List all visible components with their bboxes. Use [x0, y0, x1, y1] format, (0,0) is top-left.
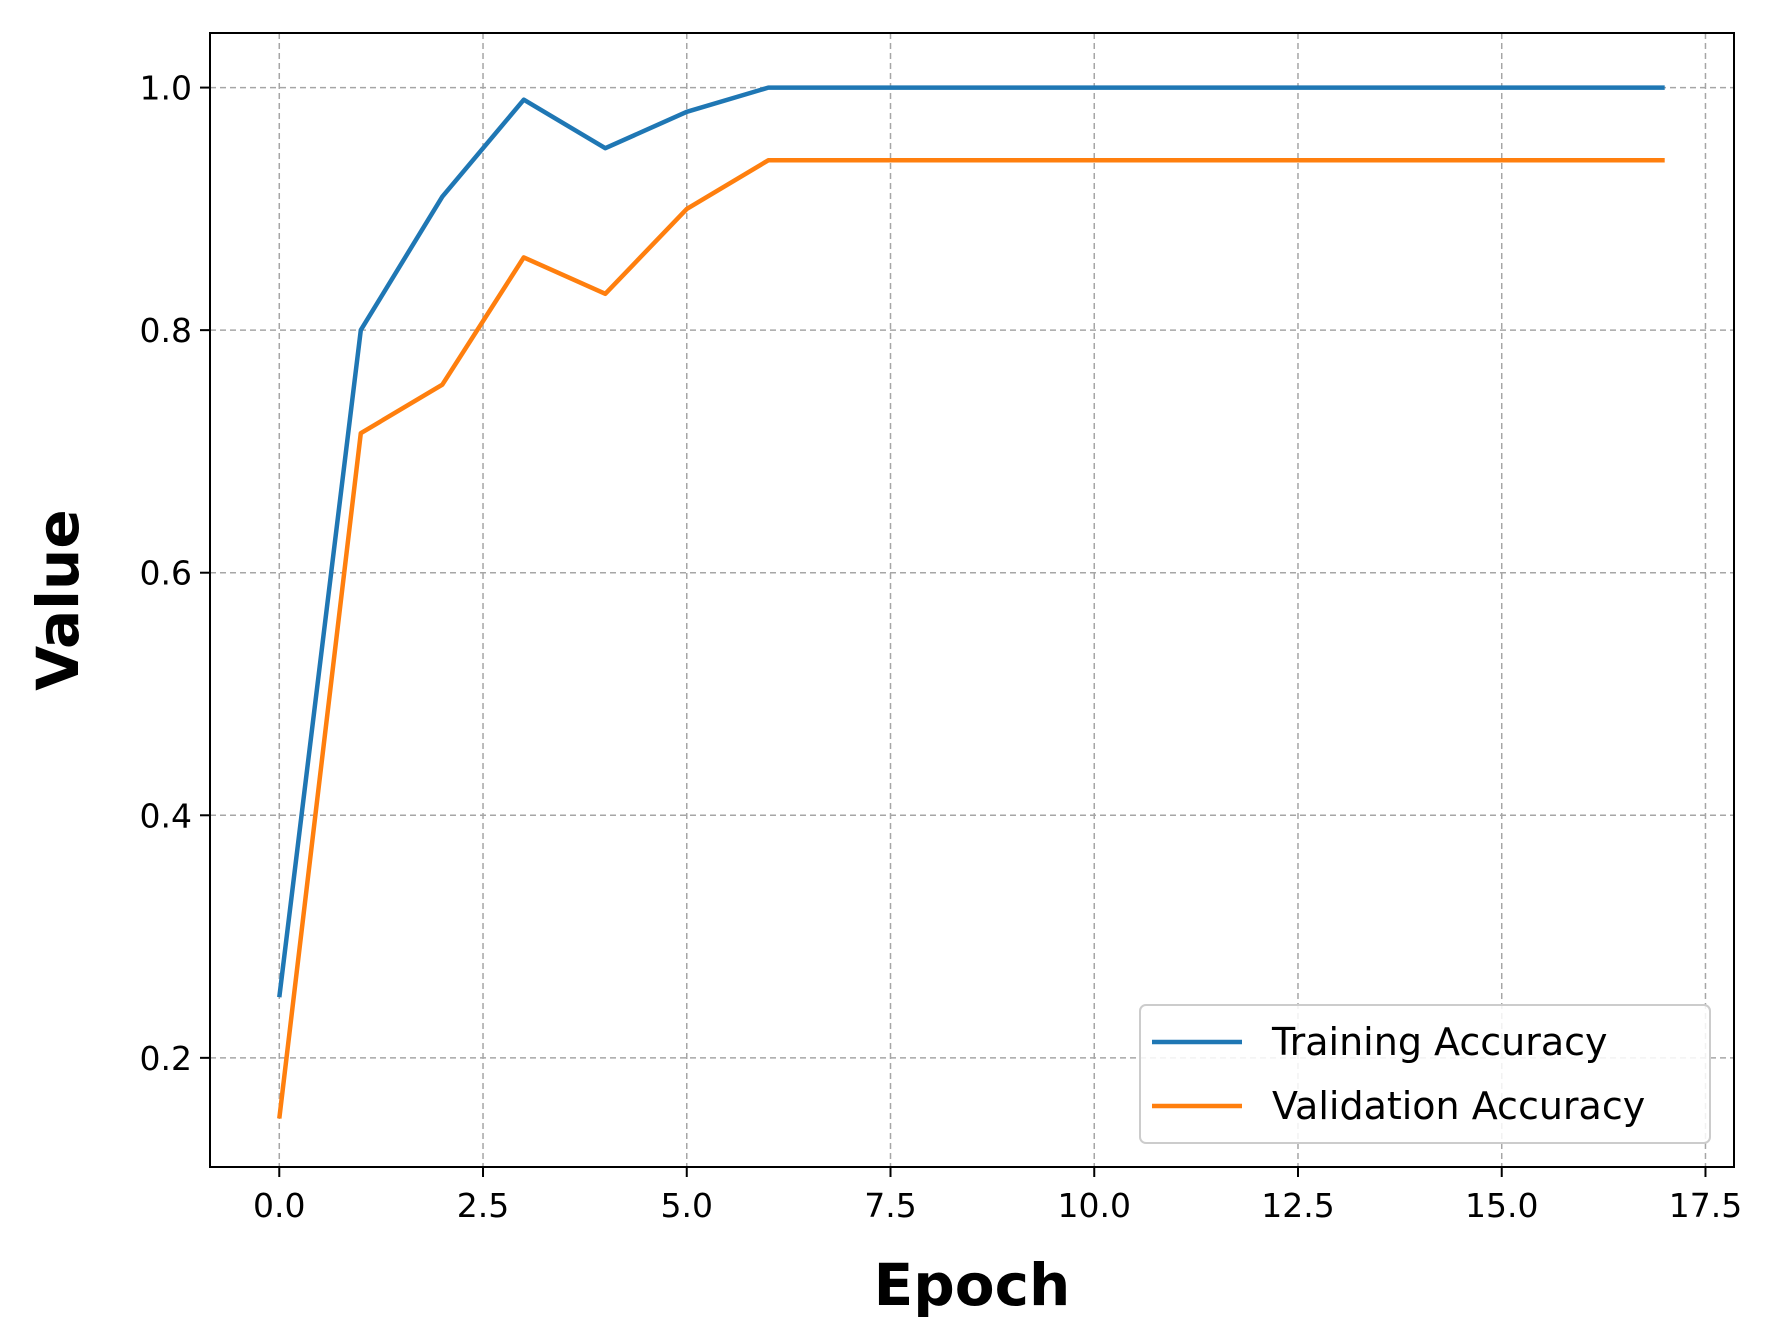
legend-label: Training Accuracy: [1271, 1020, 1608, 1064]
plot-frame: [209, 32, 1735, 1168]
y-tick-label: 0.6: [140, 554, 192, 593]
y-axis-label: Value: [24, 509, 92, 690]
x-tick-label: 5.0: [661, 1186, 713, 1225]
x-tick-label: 2.5: [457, 1186, 509, 1225]
x-tick-label: 0.0: [253, 1186, 305, 1225]
x-tick-label: 12.5: [1261, 1186, 1334, 1225]
y-tick-label: 0.8: [140, 311, 192, 350]
legend-label: Validation Accuracy: [1272, 1084, 1645, 1128]
legend: Training Accuracy Validation Accuracy: [1139, 1004, 1711, 1144]
y-tick-label: 0.2: [140, 1039, 192, 1078]
series-lines: [277, 85, 1665, 1119]
x-axis-ticks: 0.0 2.5 5.0 7.5 10.0 12.5 15.0 17.5: [253, 1167, 1742, 1225]
x-axis-label: Epoch: [874, 1251, 1071, 1319]
series-line-training-accuracy: [277, 85, 1665, 998]
legend-box: [1139, 1004, 1711, 1144]
y-axis-ticks: 0.2 0.4 0.6 0.8 1.0: [140, 69, 210, 1078]
y-tick-label: 1.0: [140, 69, 192, 108]
y-tick-label: 0.4: [140, 796, 192, 835]
x-tick-label: 15.0: [1465, 1186, 1538, 1225]
x-tick-label: 10.0: [1058, 1186, 1131, 1225]
series-line-validation-accuracy: [277, 158, 1665, 1119]
x-tick-label: 7.5: [864, 1186, 916, 1225]
x-tick-label: 17.5: [1669, 1186, 1742, 1225]
